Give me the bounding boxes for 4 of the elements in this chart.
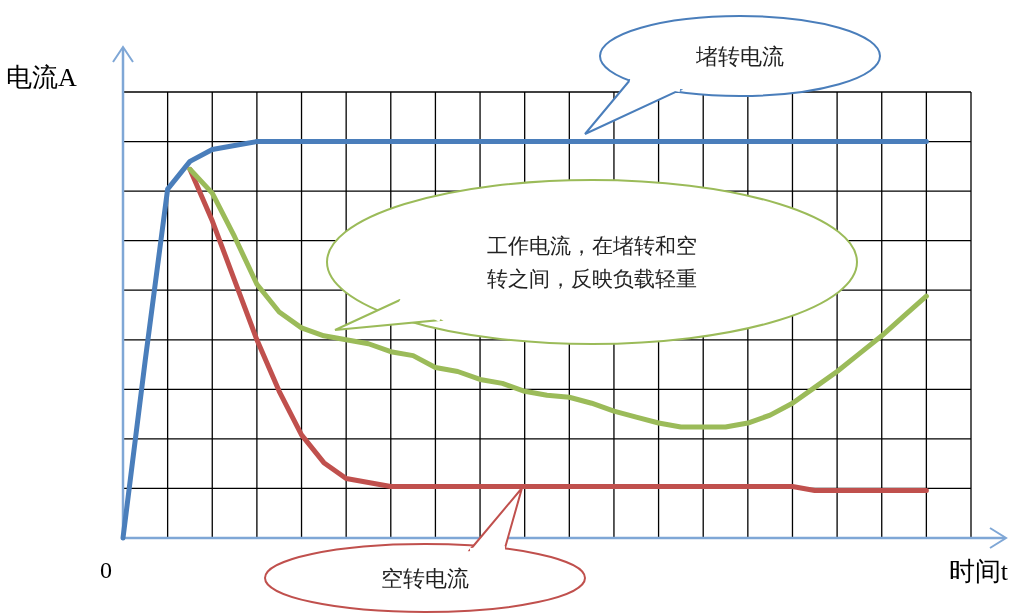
y-axis-title: 电流A: [6, 63, 77, 92]
annotation: 工作电流，在堵转和空转之间，反映负载轻重: [487, 233, 697, 292]
text: 0: [100, 557, 112, 583]
x-axis-title: 时间t: [948, 557, 1009, 586]
